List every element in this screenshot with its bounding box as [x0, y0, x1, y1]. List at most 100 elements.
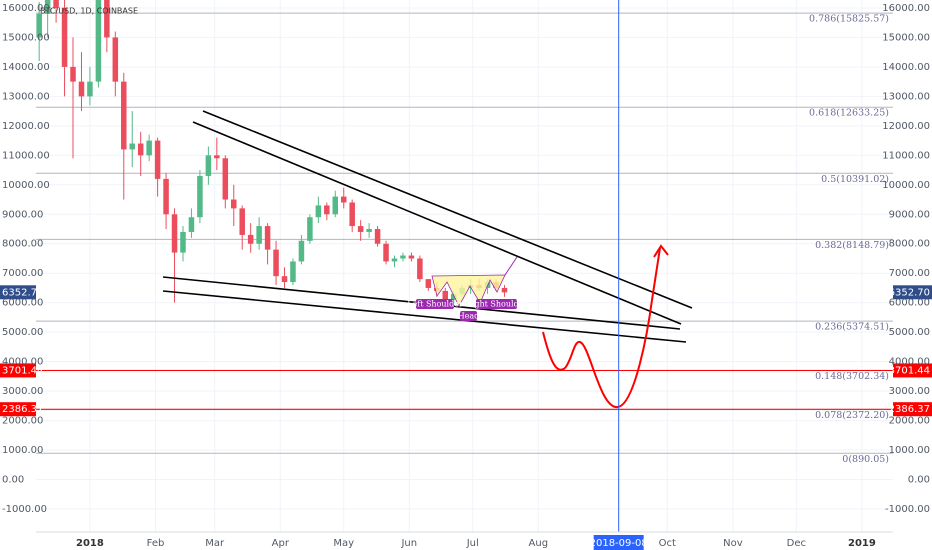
candle-body	[273, 249, 279, 277]
y-tick-label: 10000.00	[2, 180, 50, 191]
candle-body	[231, 199, 237, 209]
y-tick-label: 8000.00	[889, 239, 930, 250]
fib-label: 0.236(5374.51)	[815, 322, 889, 333]
price-label: 6352.70	[889, 287, 930, 298]
y-tick-label: 10000.00	[882, 180, 930, 191]
x-tick-label: Dec	[787, 538, 806, 549]
candle-body	[349, 202, 355, 227]
trend-line	[202, 110, 693, 309]
drawings: Left Shoulder Head Right Shoulder	[162, 110, 693, 408]
projection-curve	[542, 247, 661, 408]
candle-body	[137, 143, 144, 156]
y-tick-label: 0.00	[908, 475, 930, 486]
candle-body	[121, 81, 127, 150]
price-label-box	[893, 363, 932, 378]
y-tick-label: 7000.00	[889, 268, 930, 279]
fib-label: 0.078(2372.20)	[815, 410, 889, 421]
candle-body	[78, 81, 85, 97]
y-tick-label: 4000.00	[2, 357, 43, 368]
candles	[36, 0, 508, 309]
candle-body	[366, 229, 372, 232]
candle-body	[315, 205, 322, 218]
crosshair-label: 2018-09-08	[590, 538, 648, 549]
y-tick-label: 11000.00	[882, 150, 930, 161]
watermark: BTC/USD, 1D, COINBASE	[40, 7, 138, 16]
y-tick-label: 1000.00	[2, 445, 43, 456]
price-label: 2386.37	[2, 404, 43, 415]
pattern-label: Left Shoulder	[407, 300, 463, 309]
crosshair-label-box	[593, 535, 644, 550]
price-label: 2386.37	[889, 404, 930, 415]
y-tick-label: 3000.00	[889, 386, 930, 397]
fib-label: 0(890.05)	[842, 454, 889, 465]
x-tick-label: Feb	[147, 538, 165, 549]
candle-body	[36, 13, 42, 38]
y-tick-label: 13000.00	[2, 91, 50, 102]
candle-body	[340, 196, 347, 203]
grid	[36, 0, 893, 532]
candle-body	[163, 178, 169, 215]
x-tick-label: May	[333, 538, 354, 549]
x-tick-label: 2018	[76, 538, 104, 549]
candle-body	[104, 0, 110, 38]
x-tick-label: Apr	[272, 538, 290, 549]
pattern-label-box	[476, 299, 517, 309]
candle-body	[281, 276, 288, 283]
fib-label: 0.618(12633.25)	[809, 108, 889, 119]
y-tick-label: 15000.00	[2, 32, 50, 43]
candle-body	[53, 0, 59, 8]
candle-body	[87, 81, 93, 97]
candle-body	[324, 205, 330, 215]
fib-label: 0.382(8148.79)	[815, 240, 889, 251]
y-tick-label: 16000.00	[2, 3, 50, 14]
candle-body	[188, 217, 195, 232]
candle-body	[357, 226, 364, 232]
x-tick-label: Jun	[400, 538, 417, 549]
y-tick-label: 9000.00	[889, 209, 930, 220]
candle-body	[374, 229, 381, 244]
candle-body	[247, 234, 254, 244]
y-tick-label: 9000.00	[2, 209, 43, 220]
pattern-label: Head	[458, 312, 480, 321]
price-label-box	[0, 402, 36, 417]
candle-body	[70, 66, 76, 82]
y-tick-label: -1000.00	[885, 504, 930, 515]
y-tick-label: 6000.00	[889, 298, 930, 309]
y-tick-label: 8000.00	[2, 239, 43, 250]
candle-body	[197, 175, 203, 218]
y-tick-label: 4000.00	[889, 357, 930, 368]
candle-body	[450, 293, 457, 300]
candle-body	[256, 226, 262, 244]
price-label: 3701.44	[889, 365, 930, 376]
price-label-box	[0, 363, 36, 378]
projection-arrow	[653, 244, 669, 258]
candle-body	[408, 255, 415, 259]
pattern-label-box	[416, 299, 454, 309]
y-tick-label: 16000.00	[882, 3, 930, 14]
candle-body	[61, 7, 68, 67]
y-tick-label: 3000.00	[2, 386, 43, 397]
price-label-box	[893, 285, 932, 300]
x-tick-label: Jul	[466, 538, 479, 549]
trend-line	[192, 121, 682, 325]
candle-body	[239, 208, 245, 235]
candle-body	[442, 290, 449, 300]
candle-body	[425, 279, 432, 288]
candle-body	[264, 226, 271, 250]
fib-label: 0.148(3702.34)	[815, 371, 889, 382]
candle-body	[205, 155, 212, 176]
pattern-label: Right Shoulder	[466, 300, 528, 309]
candle-body	[180, 231, 186, 253]
trend-line	[162, 290, 687, 343]
y-tick-label: 5000.00	[889, 327, 930, 338]
price-label: 6352.70	[2, 287, 43, 298]
candle-body	[154, 140, 161, 179]
candle-body	[417, 258, 423, 280]
candle-body	[95, 0, 102, 82]
candle-body	[171, 214, 178, 253]
price-label-box	[893, 402, 932, 417]
candle-body	[332, 196, 339, 215]
